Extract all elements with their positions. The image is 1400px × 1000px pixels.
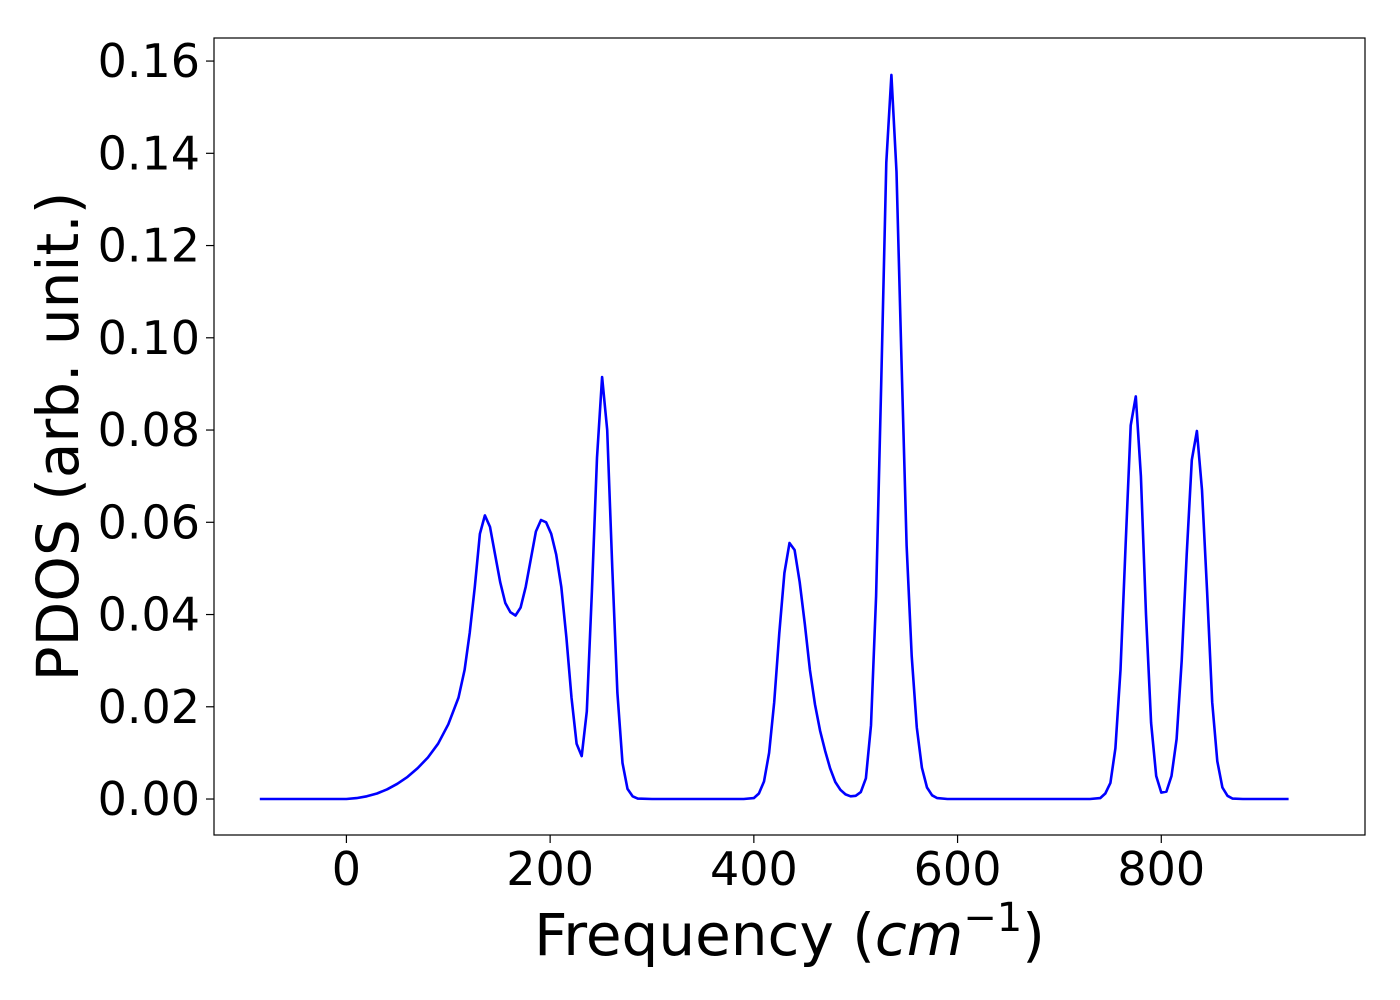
- y-tick-label: 0.08: [98, 403, 200, 457]
- plot-area-frame: [213, 37, 1366, 836]
- x-axis-ticks: 0 200 400 600 800: [332, 835, 1205, 896]
- y-tick-label: 0.02: [98, 680, 200, 734]
- y-tick-label: 0.00: [98, 772, 200, 826]
- y-tick-label: 0.06: [98, 495, 200, 549]
- x-axis-title-text: Frequency (: [534, 901, 875, 969]
- pdos-series-line: [259, 73, 1289, 801]
- x-tick-label: 600: [914, 842, 1002, 896]
- x-tick-label: 200: [506, 842, 594, 896]
- x-axis-title: Frequency (cm−1): [534, 895, 1045, 969]
- y-tick-label: 0.16: [98, 34, 200, 88]
- y-tick-label: 0.10: [98, 311, 200, 365]
- y-axis-ticks: 0.00 0.02 0.04 0.06 0.08 0.10 0.12 0.14 0.16: [98, 34, 214, 826]
- y-tick-label: 0.04: [98, 588, 200, 642]
- x-tick-label: 800: [1117, 842, 1205, 896]
- x-tick-label: 400: [710, 842, 798, 896]
- y-tick-label: 0.14: [98, 126, 200, 180]
- x-axis-title-unit: cm: [875, 901, 963, 969]
- x-tick-label: 0: [332, 842, 361, 896]
- x-axis-title-close: ): [1022, 901, 1045, 969]
- x-axis-title-exponent: −1: [963, 895, 1022, 941]
- y-tick-label: 0.12: [98, 219, 200, 273]
- y-axis-title: PDOS (arb. unit.): [24, 192, 92, 682]
